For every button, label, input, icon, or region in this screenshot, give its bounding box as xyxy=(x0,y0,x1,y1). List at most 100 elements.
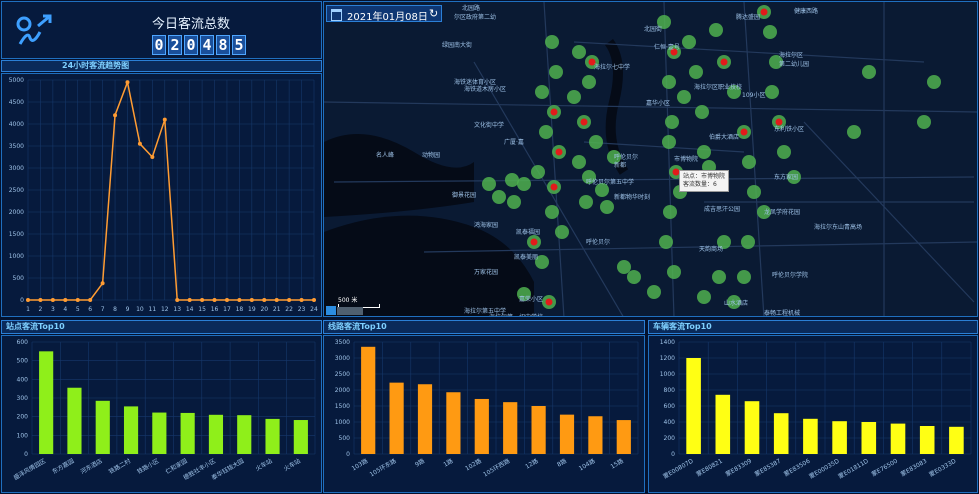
heat-spot xyxy=(695,105,709,119)
passenger-heatmap xyxy=(482,5,941,309)
x-tick-label: 蒙E76500 xyxy=(870,457,899,478)
bar xyxy=(417,384,433,454)
y-tick-label: 800 xyxy=(664,387,676,394)
x-tick-label: 9路 xyxy=(413,457,426,469)
map-place-label: 凯泰美丽 xyxy=(514,254,539,261)
hourly-trend-title: 24小时客流趋势图 xyxy=(1,60,322,72)
data-point xyxy=(162,117,167,122)
data-point xyxy=(274,298,279,302)
heat-spot xyxy=(662,75,676,89)
heat-core xyxy=(550,183,558,191)
heat-spot xyxy=(555,225,569,239)
station-tooltip: 站点：市博物院 客流数量：6 xyxy=(679,170,730,192)
y-tick-label: 5000 xyxy=(9,77,24,84)
heat-spot xyxy=(617,260,631,274)
map-place-label: 海拉尔七中学 xyxy=(594,64,631,71)
y-tick-label: 2500 xyxy=(9,187,24,194)
map-place-label: 鸿海家园 xyxy=(474,222,499,229)
x-tick-label: 23 xyxy=(298,306,306,313)
map-place-label: 绿园南大街 xyxy=(442,42,473,49)
x-tick-label: 蒙E83083 xyxy=(899,457,928,478)
x-tick-label: 泰华钰铭大园 xyxy=(210,457,245,482)
date-picker[interactable]: 2021年01月08日 ↻ xyxy=(326,5,442,23)
bar xyxy=(152,412,167,454)
y-tick-label: 2000 xyxy=(335,387,350,394)
x-tick-label: 22 xyxy=(285,306,293,313)
y-tick-label: 1000 xyxy=(335,419,350,426)
map-panel[interactable]: 2021年01月08日 ↻ 北园路 尔区政府第二幼 北园街 腾达盛园 健康西路 海拉尔区第… xyxy=(323,1,978,317)
map-place-label: 名人峰 xyxy=(376,152,395,159)
heat-spot xyxy=(765,85,779,99)
map-place-label: 呼伦贝尔第五中学 xyxy=(586,179,635,186)
heat-core xyxy=(760,8,768,16)
map-place-label: 东利铁小区 xyxy=(774,126,805,133)
bar xyxy=(803,418,818,454)
bar xyxy=(531,406,546,454)
map-place-label: 109小区 xyxy=(742,92,766,99)
data-point xyxy=(187,298,192,302)
total-passenger-title: 今日客流总数 xyxy=(152,17,231,32)
x-tick-label: 6 xyxy=(88,306,92,313)
tooltip-count: 客流数量：6 xyxy=(683,181,717,188)
map-place-label: 御景花园 xyxy=(452,192,477,199)
heat-core xyxy=(550,108,558,116)
bar xyxy=(715,394,731,454)
tooltip-station: 站点：市博物院 xyxy=(683,173,726,180)
map-place-label: 第二幼儿园 xyxy=(779,61,810,68)
route-top10-chart: 0 500 1000 1500 2000 2500 3000 3500 103路 105环东路 9路… xyxy=(335,339,639,478)
bar xyxy=(237,415,252,454)
heat-spot xyxy=(665,115,679,129)
map-place-label: 嘉荣小区 xyxy=(519,296,544,303)
data-point xyxy=(137,141,142,146)
data-point xyxy=(125,80,130,85)
counter-digit: 0 xyxy=(152,35,166,55)
vehicle-top10-panel: 0 200 400 600 800 1000 1200 1400 蒙E00807D 蒙E80821… xyxy=(648,335,978,493)
map-place-label: 海铁道木房小区 xyxy=(464,86,507,93)
x-tick-label: 5 xyxy=(76,306,80,313)
data-point xyxy=(200,298,205,302)
bar xyxy=(208,414,224,454)
heat-spot xyxy=(847,125,861,139)
data-point xyxy=(113,113,118,118)
heat-spot xyxy=(787,170,801,184)
data-point xyxy=(237,298,242,302)
map-place-label: 泰畅工程机械 xyxy=(764,310,801,317)
map-place-label: 呼伦贝尔 xyxy=(586,239,611,246)
heat-spot xyxy=(579,195,593,209)
heat-spot xyxy=(582,170,596,184)
heat-spot xyxy=(689,65,703,79)
heat-spot xyxy=(492,190,506,204)
bar xyxy=(95,400,110,454)
heat-spot xyxy=(589,135,603,149)
heat-spot xyxy=(667,265,681,279)
heat-core xyxy=(588,58,596,66)
x-tick-label: 2 xyxy=(39,306,43,313)
bar xyxy=(773,413,789,454)
bar xyxy=(474,398,489,454)
heat-core xyxy=(740,128,748,136)
heat-core xyxy=(670,48,678,56)
bar xyxy=(67,387,82,454)
x-tick-label: 1 xyxy=(26,306,30,313)
heat-spot xyxy=(677,90,691,104)
bar xyxy=(744,401,760,454)
x-tick-label: 东方嘉园 xyxy=(51,457,76,476)
data-point xyxy=(100,281,105,286)
x-tick-label: 蒙E0333D xyxy=(928,457,958,479)
heat-spot xyxy=(531,165,545,179)
map-place-label: 东方家园 xyxy=(774,174,799,181)
y-tick-label: 2000 xyxy=(9,209,24,216)
x-tick-label: 8路 xyxy=(555,457,568,469)
heat-spot xyxy=(682,35,696,49)
heat-spot xyxy=(482,177,496,191)
heat-spot xyxy=(545,35,559,49)
y-tick-label: 1500 xyxy=(9,231,24,238)
x-tick-label: 24 xyxy=(310,306,318,313)
heat-spot xyxy=(600,200,614,214)
y-tick-label: 600 xyxy=(664,403,676,410)
refresh-icon[interactable]: ↻ xyxy=(429,7,439,20)
scale-label: 500 米 xyxy=(338,297,358,304)
heat-spot xyxy=(727,295,741,309)
